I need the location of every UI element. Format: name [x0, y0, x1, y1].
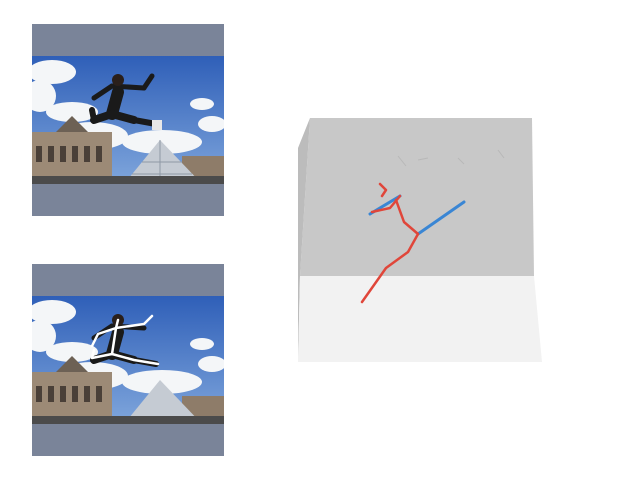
photo-with-skeleton: [32, 296, 224, 424]
floor: [298, 276, 542, 362]
skeleton-3d-left-leg: [416, 200, 466, 236]
skeleton-3d: [360, 182, 466, 304]
pyramid: [124, 380, 202, 424]
back-wall: [300, 118, 534, 276]
skeleton-left-arm: [90, 326, 118, 348]
sneaker: [152, 120, 162, 130]
photo-with-2d-skeleton-panel: [32, 264, 224, 456]
skeleton-2d-overlay: [90, 314, 160, 366]
input-photo-panel: [32, 24, 224, 216]
left-wall: [298, 118, 310, 362]
skeleton-3d-right-leg: [360, 232, 420, 304]
ground: [32, 176, 224, 184]
head: [112, 74, 124, 86]
input-photo: [32, 56, 224, 184]
skeleton-right-arm: [114, 314, 154, 330]
ground: [32, 416, 224, 424]
skeleton-3d-torso: [394, 198, 420, 236]
skeleton-left-leg: [90, 348, 114, 360]
jumping-person: [89, 73, 159, 127]
skeleton-torso: [110, 326, 118, 356]
3d-scene: [298, 118, 542, 362]
skeleton-right-leg: [110, 352, 160, 366]
3d-pose-view: [268, 100, 568, 390]
skeleton-3d-head: [378, 182, 388, 198]
